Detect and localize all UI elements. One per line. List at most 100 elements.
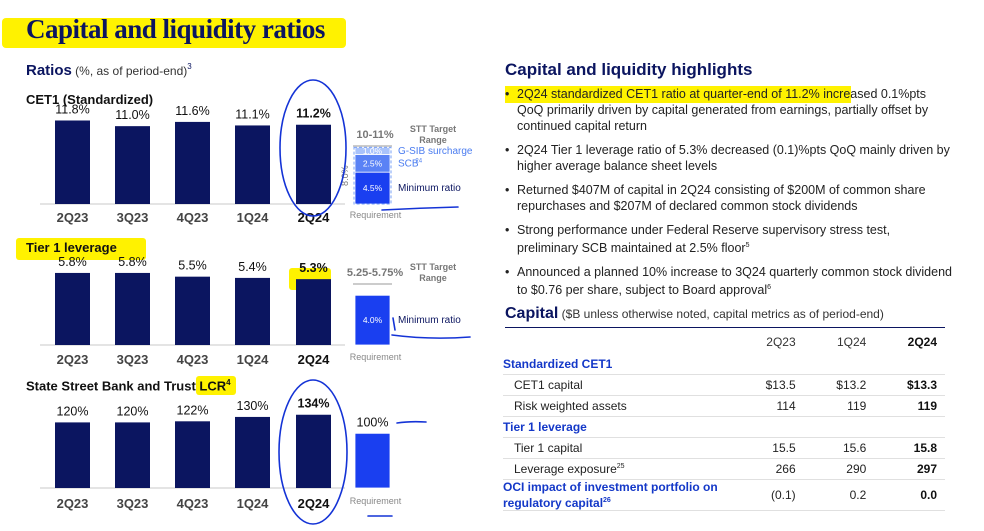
requirement-value-label: 100%	[357, 415, 389, 429]
requirement-segment	[354, 294, 391, 346]
category-label: 4Q23	[177, 496, 209, 511]
cell: $13.2	[803, 374, 875, 396]
requirement-total-label: 8.0%	[340, 165, 350, 186]
requirement-segment-name: Minimum ratio	[398, 315, 461, 326]
title-highlight	[2, 18, 346, 48]
bar-2q23	[55, 272, 90, 345]
bar-3q23	[115, 272, 150, 345]
table-row: CET1 capital $13.5 $13.2 $13.3	[503, 374, 945, 396]
bar-2q23	[55, 120, 90, 204]
requirement-segment-name: G-SIB surcharge	[398, 146, 473, 157]
requirement-label: Requirement	[350, 352, 402, 362]
tier1-title-text: Tier 1 leverage	[26, 240, 117, 255]
value-label: 11.0%	[115, 108, 150, 122]
cell: 266	[733, 458, 804, 480]
capital-header-blank	[503, 330, 733, 354]
highlight-bullet-1-text: 2Q24 standardized CET1 ratio at quarter-…	[517, 87, 929, 133]
capital-title: Capital ($B unless otherwise noted, capi…	[505, 305, 884, 323]
category-label: 3Q23	[117, 352, 149, 367]
ratios-header: Ratios (%, as of period-end)3	[26, 62, 192, 79]
cell: 119	[803, 395, 875, 417]
highlight-bullet-3-text: Returned $407M of capital in 2Q24 consis…	[517, 183, 926, 213]
annotation-underline-cet1	[381, 206, 459, 211]
bar-3q23	[115, 126, 150, 204]
capital-divider	[505, 327, 945, 328]
group-label: Tier 1 leverage	[503, 416, 945, 438]
bar-2q24	[296, 124, 331, 204]
capital-title-text: Capital	[505, 305, 559, 322]
row-label: Risk weighted assets	[503, 395, 733, 417]
highlight-bullet-2: 2Q24 Tier 1 leverage ratio of 5.3% decre…	[503, 142, 953, 174]
group-label: Standardized CET1	[503, 354, 945, 375]
value-label: 11.6%	[175, 104, 210, 118]
category-label: 2Q23	[57, 210, 89, 225]
value-label: 134%	[298, 397, 330, 411]
ratios-subtitle: (%, as of period-end)	[71, 64, 188, 78]
target-range-label-line2: Range	[419, 273, 447, 283]
requirement-segment-name: SCB	[398, 158, 419, 169]
cell: 0.0	[874, 479, 945, 511]
lcr-chart-title: State Street Bank and Trust LCR4	[26, 378, 231, 393]
value-label: 11.2%	[296, 107, 331, 121]
row-label: Leverage exposure25	[503, 458, 733, 480]
ratios-note: 3	[187, 62, 192, 71]
requirement-segment-label: 1.0%	[363, 146, 383, 156]
bar-1q24	[235, 125, 270, 204]
oci-label-line2: regulatory capital	[503, 495, 604, 510]
table-row: Leverage exposure25 266 290 297	[503, 458, 945, 480]
value-label: 120%	[117, 404, 149, 418]
value-label: 5.8%	[118, 255, 147, 269]
row-label: CET1 capital	[503, 374, 733, 396]
category-label: 4Q23	[177, 210, 209, 225]
category-label: 1Q24	[237, 496, 270, 511]
bar-3q23	[115, 422, 150, 488]
value-label: 11.1%	[235, 107, 270, 121]
annotation-circle-cet1	[279, 79, 347, 217]
target-range-label-line1: STT Target	[410, 262, 456, 272]
highlight-bullet-5-text: Announced a planned 10% increase to 3Q24…	[517, 265, 952, 298]
lcr-title-highlight	[196, 376, 236, 395]
highlights-list: 2Q24 standardized CET1 ratio at quarter-…	[503, 86, 953, 306]
table-row: Risk weighted assets 114 119 119	[503, 395, 945, 417]
oci-label-line1: OCI impact of investment portfolio on	[503, 479, 718, 494]
requirement-segment-label: 4.5%	[363, 183, 383, 193]
requirement-segment-name: Minimum ratio	[398, 183, 461, 194]
value-label: 5.5%	[178, 259, 207, 273]
bar-2q24	[296, 279, 331, 345]
requirement-label: Requirement	[350, 496, 402, 506]
highlight-bullet-1: 2Q24 standardized CET1 ratio at quarter-…	[503, 86, 953, 134]
bar-2q23	[55, 422, 90, 488]
row-label: Tier 1 capital	[503, 437, 733, 459]
value-label: 11.8%	[55, 102, 90, 116]
table-row-oci: OCI impact of investment portfolio on reg…	[503, 479, 945, 511]
value-label: 5.3%	[299, 261, 328, 275]
highlight-bullet-2-text: 2Q24 Tier 1 leverage ratio of 5.3% decre…	[517, 143, 950, 173]
capital-subtitle: ($B unless otherwise noted, capital metr…	[558, 307, 884, 321]
annotation-tick-tier1	[392, 317, 396, 331]
table-row: Tier 1 capital 15.5 15.6 15.8	[503, 437, 945, 459]
cell: 290	[803, 458, 875, 480]
oci-label-note: 26	[603, 496, 611, 504]
col-2q24: 2Q24	[907, 335, 937, 349]
page-title: Capital and liquidity ratios	[26, 14, 325, 44]
bar-4q23	[175, 121, 210, 204]
cet1-chart-title: CET1 (Standardized)	[26, 92, 153, 107]
cell: 119	[874, 395, 945, 417]
cell: 114	[733, 395, 804, 417]
col-1q24: 1Q24	[836, 335, 867, 349]
annotation-underline-tier1	[391, 334, 471, 339]
category-label: 2Q23	[57, 496, 89, 511]
value-label: 5.8%	[58, 255, 87, 269]
target-range-label-line1: STT Target	[410, 124, 456, 134]
row-label-note: 25	[616, 463, 625, 470]
cell: 15.8	[874, 437, 945, 459]
category-label: 3Q23	[117, 210, 149, 225]
requirement-label: Requirement	[350, 210, 402, 220]
category-label: 2Q24	[298, 352, 331, 367]
tier1-title-highlight	[16, 238, 146, 260]
value-label: 120%	[57, 404, 89, 418]
category-label: 3Q23	[117, 496, 149, 511]
ratios-label: Ratios	[26, 62, 72, 79]
bar-1q24	[235, 277, 270, 345]
requirement-segment	[354, 146, 391, 155]
